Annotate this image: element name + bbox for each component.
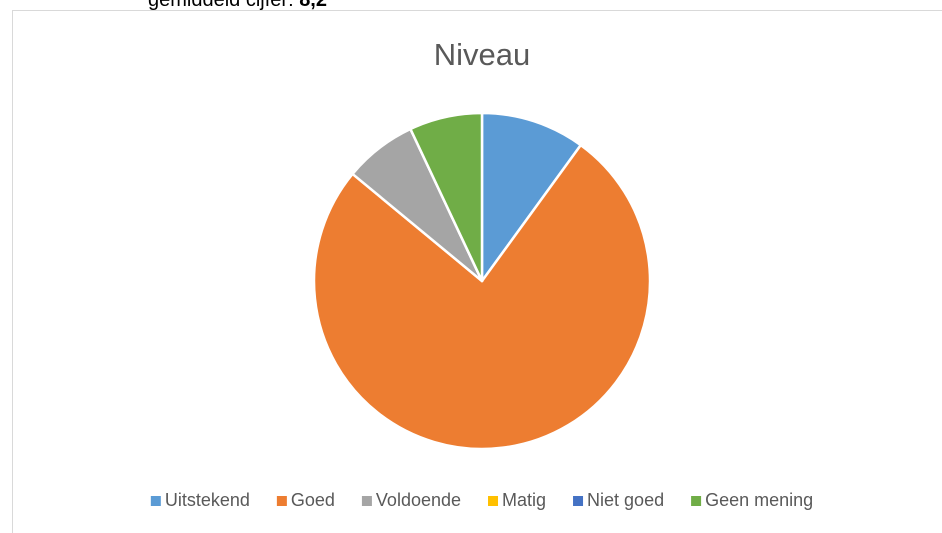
chart-frame: [12, 10, 942, 533]
pie: [312, 111, 652, 451]
pie-slice: [312, 143, 652, 451]
legend-swatch: [276, 496, 287, 506]
legend-label: Uitstekend: [165, 490, 250, 510]
legend-label: Matig: [502, 490, 546, 510]
legend-swatch: [150, 496, 161, 506]
legend-label: Geen mening: [705, 490, 813, 510]
chart-title: Niveau: [434, 37, 531, 72]
legend-label: Niet goed: [587, 490, 664, 510]
legend-swatch: [361, 496, 372, 506]
note-value: 8,2: [299, 0, 327, 11]
note-label: gemiddeld cijfer:: [148, 0, 294, 11]
legend-label: Goed: [291, 490, 335, 510]
legend-swatch: [488, 496, 499, 506]
legend: Uitstekend Goed Voldoende Matig Niet goed Gee…: [150, 490, 813, 510]
pie-slice: [480, 111, 582, 283]
legend-swatch: [573, 496, 584, 506]
legend-label: Voldoende: [376, 490, 461, 510]
legend-swatch: [691, 496, 702, 506]
note: gemiddeld cijfer: 8,2: [148, 0, 327, 11]
pie-slice: [409, 111, 484, 283]
